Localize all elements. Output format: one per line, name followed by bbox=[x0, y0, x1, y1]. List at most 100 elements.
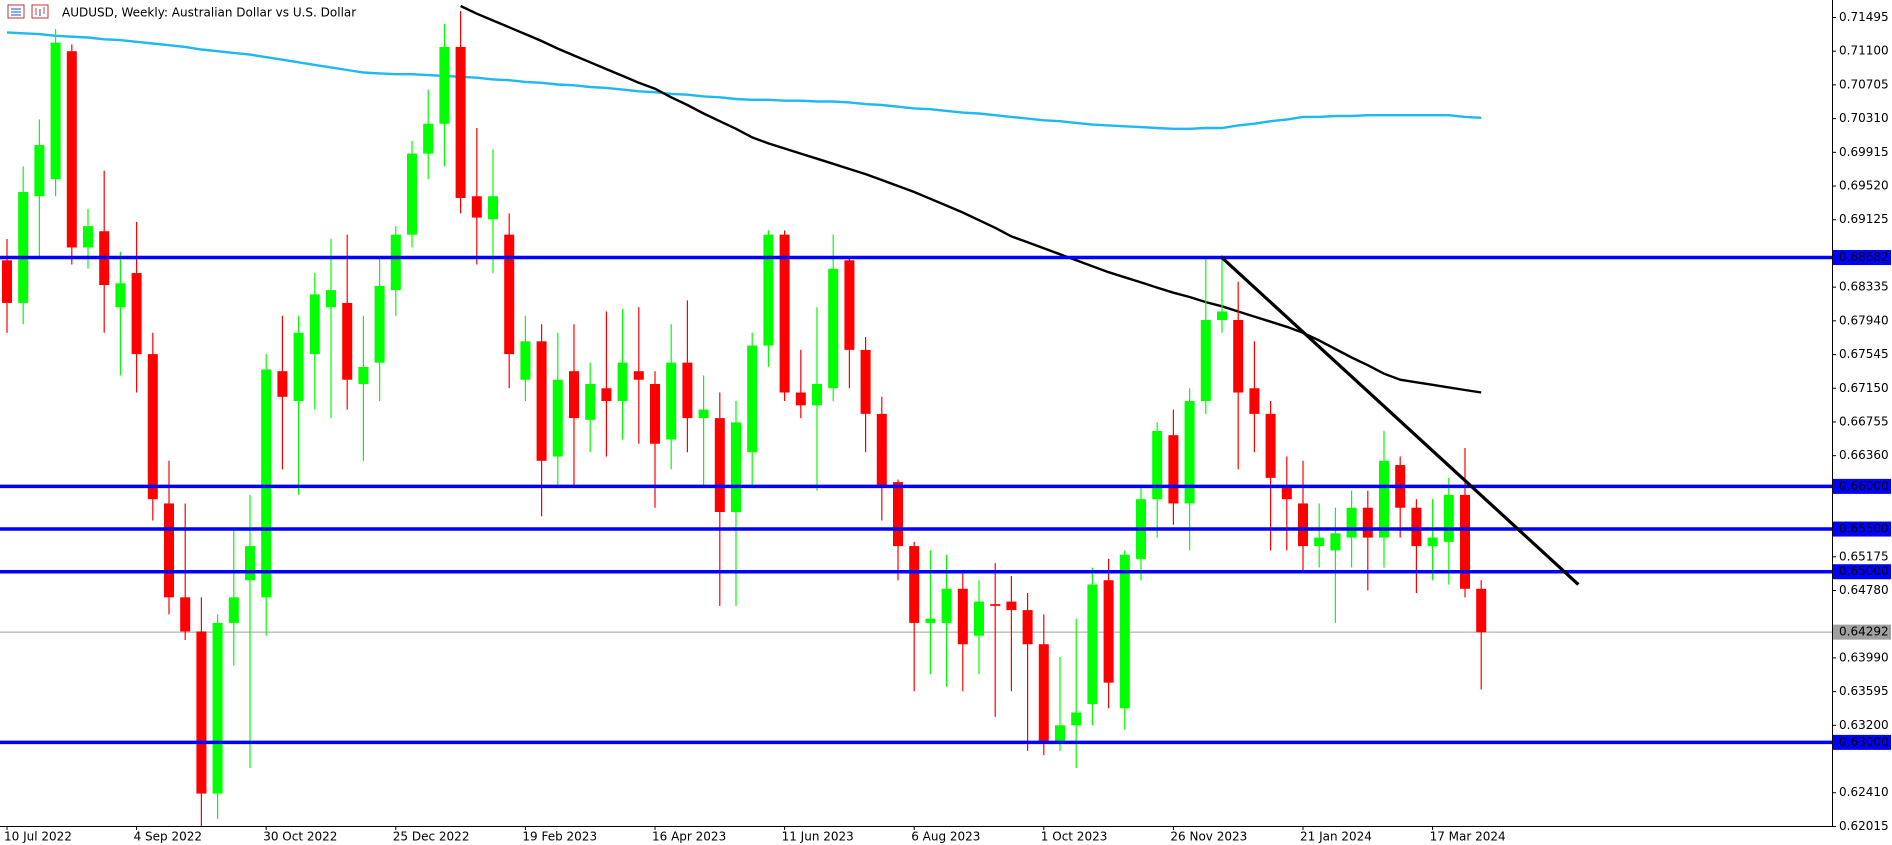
chart-title: AUDUSD, Weekly: Australian Dollar vs U.S… bbox=[62, 6, 356, 20]
level-label: 0.63000 bbox=[1839, 735, 1889, 749]
candle-body bbox=[1152, 430, 1163, 500]
candle-body bbox=[941, 588, 952, 623]
y-tick-label: 0.65175 bbox=[1839, 549, 1889, 563]
candle-body bbox=[212, 622, 223, 794]
candle-body bbox=[1022, 610, 1033, 645]
x-tick-label: 19 Feb 2023 bbox=[522, 830, 597, 844]
candle-body bbox=[617, 362, 628, 402]
x-tick-label: 6 Aug 2023 bbox=[911, 830, 980, 844]
candle-body bbox=[1314, 537, 1325, 547]
candle-body bbox=[860, 349, 871, 414]
candle-body bbox=[812, 383, 822, 406]
y-tick-label: 0.71100 bbox=[1839, 44, 1889, 58]
candle-body bbox=[1476, 588, 1487, 633]
candle-body bbox=[1087, 584, 1098, 704]
candle-body bbox=[650, 383, 660, 444]
candle-body bbox=[974, 601, 984, 636]
candle-body bbox=[1427, 537, 1438, 547]
y-tick-label: 0.63200 bbox=[1839, 718, 1889, 732]
y-tick-label: 0.70310 bbox=[1839, 111, 1889, 125]
candle-body bbox=[50, 42, 61, 180]
level-box bbox=[1833, 734, 1891, 750]
candle-body bbox=[439, 46, 450, 124]
candle-body bbox=[536, 341, 547, 461]
candle-body bbox=[520, 341, 531, 380]
candle-body bbox=[1379, 460, 1389, 538]
candle-body bbox=[180, 597, 191, 632]
candle-body bbox=[66, 51, 77, 248]
x-tick-label: 17 Mar 2024 bbox=[1430, 830, 1506, 844]
candle-body bbox=[1233, 319, 1244, 393]
x-tick-label: 1 Oct 2023 bbox=[1041, 830, 1108, 844]
x-tick-label: 26 Nov 2023 bbox=[1170, 830, 1247, 844]
y-tick-label: 0.69125 bbox=[1839, 212, 1889, 226]
candle-body bbox=[309, 294, 320, 355]
candle-body bbox=[1119, 554, 1130, 709]
candle-body bbox=[601, 388, 612, 402]
candle-body bbox=[407, 153, 417, 235]
candle-body bbox=[34, 145, 45, 197]
y-tick-label: 0.66755 bbox=[1839, 414, 1889, 428]
candle-body bbox=[455, 46, 466, 198]
y-tick-label: 0.62015 bbox=[1839, 819, 1889, 833]
candle-body bbox=[423, 123, 434, 154]
candle-body bbox=[1346, 507, 1357, 538]
candle-body bbox=[714, 418, 725, 512]
level-box bbox=[1833, 250, 1891, 266]
candle-body bbox=[471, 196, 482, 218]
candle-body bbox=[390, 234, 401, 291]
x-tick-label: 16 Apr 2023 bbox=[652, 830, 726, 844]
candle-body bbox=[698, 409, 709, 419]
candle-body bbox=[374, 285, 385, 363]
candle-body bbox=[488, 196, 498, 220]
y-tick-label: 0.63990 bbox=[1839, 650, 1889, 664]
candle-body bbox=[115, 283, 126, 308]
candle-body bbox=[1298, 503, 1308, 547]
level-label: 0.68682 bbox=[1839, 250, 1889, 264]
y-tick-label: 0.69915 bbox=[1839, 145, 1889, 159]
axis-labels: 0.71495 0.71100 0.70705 0.70310 0.69915 0.695… bbox=[4, 10, 1891, 844]
candle-body bbox=[1249, 388, 1260, 414]
candle-body bbox=[1411, 507, 1422, 547]
last-price-box bbox=[1833, 624, 1891, 640]
candle-body bbox=[1281, 486, 1292, 500]
y-tick-label: 0.68335 bbox=[1839, 280, 1889, 294]
candle-body bbox=[795, 392, 806, 406]
candle-body bbox=[763, 234, 774, 346]
candle-body bbox=[1217, 311, 1227, 320]
moving-average bbox=[6, 31, 1482, 130]
y-tick-label: 0.69520 bbox=[1839, 179, 1889, 193]
y-tick-label: 0.64780 bbox=[1839, 583, 1889, 597]
level-box bbox=[1833, 478, 1891, 494]
x-tick-label: 25 Dec 2022 bbox=[393, 830, 470, 844]
level-label: 0.65000 bbox=[1839, 564, 1889, 578]
y-tick-label: 0.70705 bbox=[1839, 77, 1889, 91]
candle-body bbox=[245, 546, 255, 581]
y-tick-label: 0.66360 bbox=[1839, 448, 1889, 462]
candle-body bbox=[342, 302, 353, 380]
last-price-label: 0.64292 bbox=[1839, 625, 1889, 639]
moving-average bbox=[460, 4, 1482, 394]
candle-body bbox=[990, 604, 1001, 606]
y-tick-label: 0.67150 bbox=[1839, 381, 1889, 395]
level-box bbox=[1833, 564, 1891, 580]
candle-body bbox=[1460, 494, 1470, 589]
candle-body bbox=[569, 371, 579, 419]
x-tick-label: 30 Oct 2022 bbox=[263, 830, 337, 844]
level-label: 0.66000 bbox=[1839, 479, 1889, 493]
candle-body bbox=[277, 371, 288, 397]
candle-body bbox=[261, 369, 272, 598]
candle-body bbox=[552, 379, 563, 457]
candle-body bbox=[1055, 725, 1065, 743]
y-tick-label: 0.62410 bbox=[1839, 785, 1889, 799]
candle-body bbox=[731, 422, 741, 512]
candle-body bbox=[164, 503, 174, 598]
level-label: 0.65500 bbox=[1839, 522, 1889, 536]
candle-body bbox=[1071, 712, 1082, 726]
x-tick-label: 10 Jul 2022 bbox=[4, 830, 72, 844]
candle-body bbox=[1168, 435, 1179, 504]
candle-body bbox=[844, 260, 855, 350]
candle-body bbox=[326, 290, 336, 308]
candle-body bbox=[18, 191, 29, 303]
candle-body bbox=[585, 383, 596, 420]
